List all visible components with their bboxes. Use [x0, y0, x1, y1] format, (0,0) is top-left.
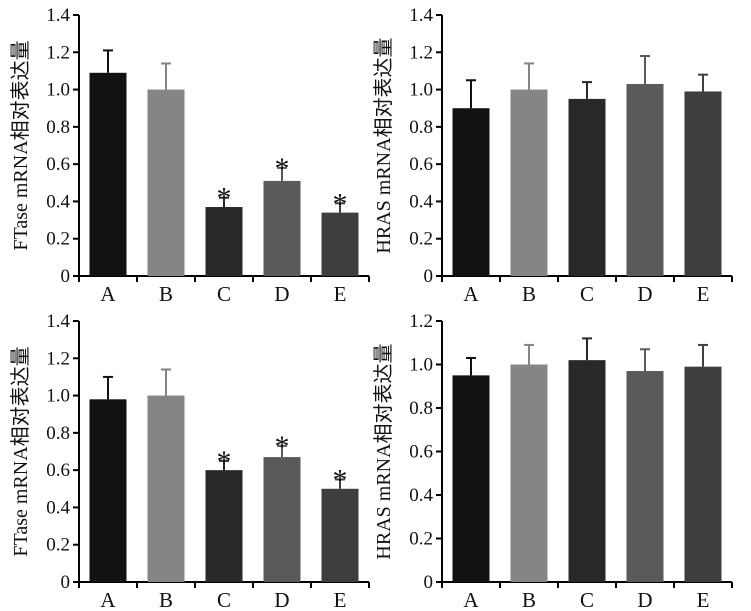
- bar-B: [510, 364, 548, 582]
- chart-panel-2: 0 0.2 0.4 0.6 0.8 1.0 1.2 1.4 A B C D E HRAS mRNA相对表达…: [372, 5, 733, 306]
- y-tick-label: 0.2: [46, 535, 70, 556]
- bar-E: [684, 91, 722, 276]
- x-category-label: B: [522, 588, 536, 611]
- y-tick-label: 1.0: [46, 386, 70, 407]
- y-tick-label: 0: [61, 266, 71, 287]
- y-tick-label: 0.4: [409, 485, 433, 506]
- y-tick-label: 0.4: [409, 191, 433, 212]
- bar-D: [263, 180, 301, 276]
- y-tick-label: 1.4: [46, 311, 70, 332]
- y-tick-label: 0.2: [409, 229, 433, 250]
- bar-D: [263, 457, 301, 582]
- bar-B: [510, 89, 548, 276]
- x-category-label: D: [637, 588, 652, 611]
- bar-B: [147, 89, 185, 276]
- y-tick-label: 1.2: [409, 311, 433, 332]
- bar-B: [147, 395, 185, 582]
- y-tick-label: 1.4: [46, 5, 70, 26]
- bar-E: [321, 488, 359, 582]
- bar-C: [205, 207, 243, 276]
- y-tick-label: 0.8: [409, 398, 433, 419]
- x-category-label: B: [159, 282, 173, 306]
- y-tick-label: 1.0: [46, 80, 70, 101]
- x-category-label: E: [334, 282, 347, 306]
- x-category-label: E: [334, 588, 347, 611]
- bar-C: [205, 470, 243, 582]
- y-tick-label: 0: [424, 572, 434, 593]
- x-category-label: E: [697, 282, 710, 306]
- bar-C: [568, 98, 606, 277]
- x-category-label: A: [100, 282, 116, 306]
- bar-C: [568, 360, 606, 582]
- y-tick-label: 1.4: [409, 5, 433, 26]
- x-category-label: C: [217, 588, 231, 611]
- y-tick-label: 0.6: [409, 442, 433, 463]
- y-tick-label: 0: [61, 572, 71, 593]
- significance-marker: *: [333, 187, 348, 220]
- bar-A: [452, 375, 490, 582]
- bar-E: [684, 366, 722, 582]
- x-category-label: B: [522, 282, 536, 306]
- x-category-label: C: [580, 588, 594, 611]
- y-tick-label: 1.2: [46, 42, 70, 63]
- x-category-label: B: [159, 588, 173, 611]
- x-category-label: C: [580, 282, 594, 306]
- y-tick-label: 1.2: [46, 348, 70, 369]
- chart-panel-4: 0 0.2 0.4 0.6 0.8 1.0 1.2 A B C D E HRAS mRNA相对表达量: [372, 311, 733, 611]
- y-axis-title: FTase mRNA相对表达量: [9, 40, 32, 250]
- x-category-label: D: [637, 282, 652, 306]
- x-category-label: D: [274, 588, 289, 611]
- x-category-label: E: [697, 588, 710, 611]
- significance-marker: *: [217, 182, 232, 215]
- x-category-label: A: [463, 282, 479, 306]
- y-tick-label: 0.2: [46, 229, 70, 250]
- chart-panel-3: 0 0.2 0.4 0.6 0.8 1.0 1.2 1.4 A B C * D * E * FTase mRNA…: [9, 311, 370, 611]
- y-tick-label: 0.4: [46, 497, 70, 518]
- bar-E: [321, 212, 359, 276]
- chart-panel-1: 0 0.2 0.4 0.6 0.8 1.0 1.2 1.4 A B C * D * E * FTase mRNA…: [9, 5, 370, 306]
- y-tick-label: 0.6: [46, 460, 70, 481]
- bar-D: [626, 371, 664, 582]
- y-tick-label: 1.0: [409, 80, 433, 101]
- x-category-label: A: [463, 588, 479, 611]
- y-tick-label: 0.4: [46, 191, 70, 212]
- y-axis-title: FTase mRNA相对表达量: [9, 346, 32, 556]
- significance-marker: *: [275, 430, 290, 463]
- y-tick-label: 0: [424, 266, 434, 287]
- y-tick-label: 1.0: [409, 355, 433, 376]
- y-tick-label: 0.6: [46, 154, 70, 175]
- y-tick-label: 0.6: [409, 154, 433, 175]
- y-axis-title: HRAS mRNA相对表达量: [372, 343, 395, 559]
- bar-D: [626, 83, 664, 276]
- x-category-label: C: [217, 282, 231, 306]
- y-tick-label: 0.2: [409, 529, 433, 550]
- y-axis-title: HRAS mRNA相对表达量: [372, 37, 395, 253]
- bar-A: [89, 399, 127, 582]
- bar-A: [89, 72, 127, 277]
- x-category-label: A: [100, 588, 116, 611]
- bar-A: [452, 108, 490, 276]
- significance-marker: *: [275, 152, 290, 185]
- y-tick-label: 0.8: [409, 117, 433, 138]
- y-tick-label: 0.8: [46, 423, 70, 444]
- y-tick-label: 0.8: [46, 117, 70, 138]
- x-category-label: D: [274, 282, 289, 306]
- y-tick-label: 1.2: [409, 42, 433, 63]
- significance-marker: *: [217, 445, 232, 478]
- significance-marker: *: [333, 463, 348, 496]
